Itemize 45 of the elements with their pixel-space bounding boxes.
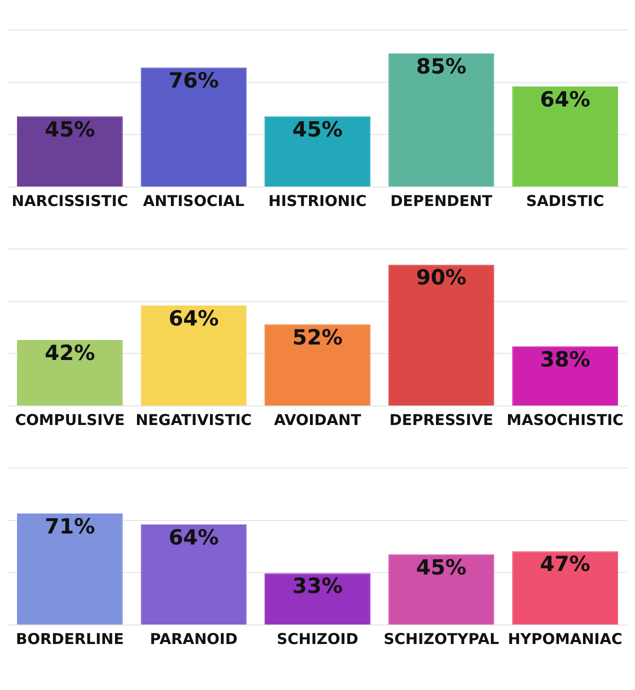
bar — [140, 306, 247, 406]
bar — [140, 68, 247, 186]
bar — [512, 551, 618, 624]
data-label: 45% — [44, 117, 96, 142]
x-tick-label: ANTISOCIAL — [143, 192, 245, 210]
data-label: 45% — [416, 555, 466, 580]
data-label: 45% — [292, 117, 343, 142]
bar — [264, 116, 370, 186]
data-label: 33% — [292, 574, 343, 598]
x-tick-label: HYPOMANIAC — [508, 630, 622, 648]
x-tick-label: BORDERLINE — [16, 630, 124, 648]
x-tick-label: SADISTIC — [526, 192, 604, 210]
x-tick-label: DEPENDENT — [390, 192, 494, 210]
data-label: 52% — [292, 325, 343, 350]
data-label: 64% — [168, 525, 219, 550]
data-label: 71% — [44, 514, 96, 538]
data-label: 64% — [168, 306, 219, 330]
bar — [264, 573, 370, 624]
data-label: 90% — [416, 266, 466, 290]
x-tick-label: NEGATIVISTIC — [136, 410, 252, 429]
x-tick-label: AVOIDANT — [274, 410, 362, 429]
bar — [388, 264, 494, 406]
data-label: 76% — [168, 68, 219, 93]
x-tick-label: SCHIZOTYPAL — [384, 630, 500, 648]
x-tick-label: HISTRIONIC — [268, 192, 367, 210]
data-label: 42% — [44, 341, 96, 366]
bar — [388, 54, 494, 186]
data-label: 47% — [540, 552, 590, 576]
bar — [140, 524, 247, 624]
x-tick-label: NARCISSISTIC — [12, 192, 128, 210]
bar — [16, 116, 123, 186]
x-tick-label: SCHIZOID — [276, 630, 358, 648]
bar — [16, 340, 123, 406]
x-tick-label: DEPRESSIVE — [389, 410, 494, 429]
data-label: 64% — [540, 87, 590, 112]
data-label: 85% — [416, 54, 466, 79]
bar — [512, 346, 618, 406]
bar — [388, 554, 494, 624]
bar — [264, 324, 370, 406]
x-tick-label: COMPULSIVE — [15, 410, 125, 429]
bar — [16, 514, 123, 624]
data-label: 38% — [540, 347, 590, 372]
x-tick-label: MASOCHISTIC — [506, 410, 624, 429]
x-tick-label: PARANOID — [150, 630, 238, 648]
bar — [512, 86, 618, 186]
